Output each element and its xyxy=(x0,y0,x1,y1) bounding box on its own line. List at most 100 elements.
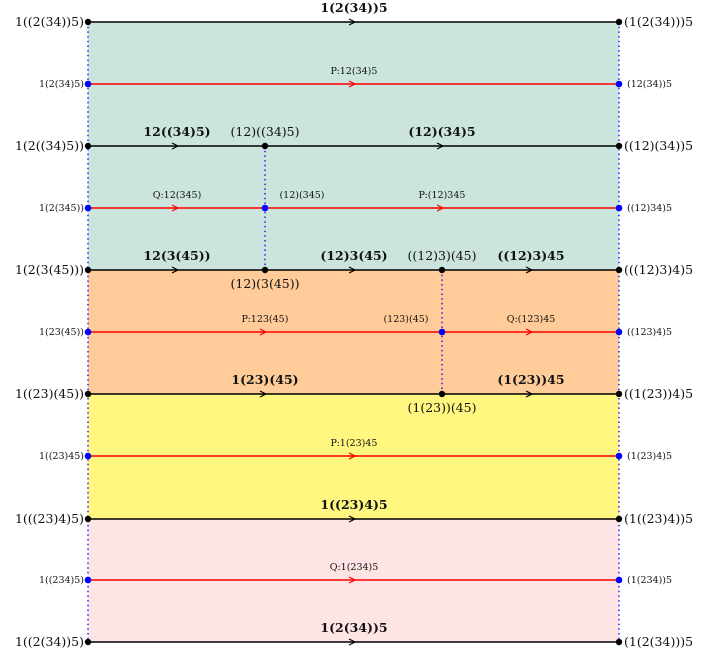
edge-rows: 1((2(34))5) (1(2(34)))5 1(2(34))5 1(2(34)5)… xyxy=(15,0,693,649)
left-vertex-label: 1((23)(45)) xyxy=(15,386,84,401)
edge-label: (12)3(45) xyxy=(320,248,387,263)
edge-label: 12(3(45)) xyxy=(143,248,210,263)
vertex-dot xyxy=(615,390,623,398)
edge-label: (1(23))45 xyxy=(497,372,564,387)
right-vertex-label: (1(234))5 xyxy=(627,575,672,586)
vertex-dot xyxy=(84,266,92,274)
left-vertex-label: 1((2(34))5) xyxy=(15,634,84,649)
vertex-dot xyxy=(84,328,92,336)
vertex-dot xyxy=(615,576,623,584)
edge-arrow xyxy=(348,266,357,274)
row-r1: 1(2(34)5) (12(34))5 P:12(34)5 xyxy=(39,66,672,90)
vertex-dot xyxy=(615,80,623,88)
row-r8: 1(((23)4)5) (1((23)4))5 1((23)4)5 xyxy=(15,497,693,526)
vertex-dot xyxy=(615,142,623,150)
vertex-dot xyxy=(438,328,446,336)
right-vertex-label: ((12)(34))5 xyxy=(624,138,693,153)
edge-label: (12)(34)5 xyxy=(408,124,475,139)
edge-arrow xyxy=(171,204,180,212)
edge-label: (12)((34)5) xyxy=(230,124,299,139)
edge-label: P:12(34)5 xyxy=(331,66,378,77)
edge-label: 1(23)(45) xyxy=(231,372,298,387)
left-vertex-label: 1(((23)4)5) xyxy=(15,511,84,526)
vertex-dot xyxy=(84,515,92,523)
left-vertex-label: 1(2(3(45))) xyxy=(15,262,84,277)
edge-arrow xyxy=(525,328,534,336)
vertex-dot xyxy=(615,638,623,646)
row-r7: 1((23)45) (1(23)4)5 P:1(23)45 xyxy=(39,438,672,462)
edge-arrow xyxy=(525,266,534,274)
edge-arrow xyxy=(348,80,357,88)
edge-label: ((12)3)45 xyxy=(497,248,564,263)
left-vertex-label: 1((2(34))5) xyxy=(15,14,84,29)
edge-label: (123)(45) xyxy=(383,314,428,325)
right-vertex-label: (1((23)4))5 xyxy=(624,511,693,526)
vertex-dot xyxy=(615,328,623,336)
edge-arrow xyxy=(171,266,180,274)
vertex-dot xyxy=(84,576,92,584)
vertex-dot xyxy=(84,142,92,150)
edge-label: ((12)3)(45) xyxy=(407,248,476,263)
edge-arrow xyxy=(348,638,357,646)
edge-label: Q:12(345) xyxy=(153,190,202,201)
edge-label: P:(12)345 xyxy=(419,190,466,201)
edge-label: 1(2(34))5 xyxy=(320,0,387,15)
vertex-dot xyxy=(438,266,446,274)
edge-arrow xyxy=(348,576,357,584)
row-r0: 1((2(34))5) (1(2(34)))5 1(2(34))5 xyxy=(15,0,693,29)
left-vertex-label: 1(2(34)5) xyxy=(39,79,84,90)
right-vertex-label: (((12)3)4)5 xyxy=(624,262,693,277)
vertex-dot xyxy=(84,638,92,646)
edge-arrow xyxy=(525,390,534,398)
vertex-dot xyxy=(261,142,269,150)
vertex-dot xyxy=(438,390,446,398)
vertex-dot xyxy=(84,390,92,398)
vertex-dot xyxy=(84,452,92,460)
edge-arrow xyxy=(348,18,357,26)
row-r9: 1((234)5) (1(234))5 Q:1(234)5 xyxy=(39,562,672,586)
right-vertex-label: ((1(23))4)5 xyxy=(624,386,693,401)
edge-label: (12)(345) xyxy=(279,190,324,201)
left-vertex-label: 1((23)45) xyxy=(39,451,84,462)
edge-label: Q:(123)45 xyxy=(507,314,556,325)
edge-label: 1((23)4)5 xyxy=(320,497,387,512)
right-vertex-label: ((12)34)5 xyxy=(627,203,672,214)
vertex-dot xyxy=(615,266,623,274)
edge-arrow xyxy=(348,452,357,460)
edge-label: (12)(3(45)) xyxy=(230,276,299,291)
left-vertex-label: 1(23(45)) xyxy=(39,327,84,338)
vertex-dot xyxy=(261,204,269,212)
right-vertex-label: (1(23)4)5 xyxy=(627,451,672,462)
edge-arrow xyxy=(259,390,268,398)
edge-label: Q:1(234)5 xyxy=(330,562,379,573)
row-r2: 1(2((34)5)) ((12)(34))5 12((34)5) (12)((34)… xyxy=(15,124,693,153)
right-vertex-label: (1(2(34)))5 xyxy=(624,634,693,649)
edge-arrow xyxy=(259,328,268,336)
right-vertex-label: (12(34))5 xyxy=(627,79,672,90)
row-r6: 1((23)(45)) ((1(23))4)5 1(23)(45) (1(23))(4… xyxy=(15,372,693,415)
edge-label: P:123(45) xyxy=(242,314,289,325)
row-r4: 1(2(3(45))) (((12)3)4)5 12(3(45)) (12)(3(45… xyxy=(15,248,693,291)
vertex-dot xyxy=(84,80,92,88)
vertex-dot xyxy=(84,18,92,26)
left-vertex-label: 1(2(345)) xyxy=(39,203,84,214)
vertex-dot xyxy=(84,204,92,212)
left-vertex-label: 1((234)5) xyxy=(39,575,84,586)
edge-label: 1(2(34))5 xyxy=(320,620,387,635)
vertex-dot xyxy=(615,18,623,26)
vertex-dot xyxy=(261,266,269,274)
edge-arrow xyxy=(436,142,445,150)
vertex-dot xyxy=(615,452,623,460)
vertex-dot xyxy=(615,515,623,523)
row-r5: 1(23(45)) ((123)4)5 P:123(45) (123)(45) Q:(1… xyxy=(39,314,672,338)
row-r10: 1((2(34))5) (1(2(34)))5 1(2(34))5 xyxy=(15,620,693,649)
edge-arrow xyxy=(436,204,445,212)
left-vertex-label: 1(2((34)5)) xyxy=(15,138,84,153)
right-vertex-label: (1(2(34)))5 xyxy=(624,14,693,29)
edge-arrow xyxy=(348,515,357,523)
edge-label: (1(23))(45) xyxy=(407,400,476,415)
row-r3: 1(2(345)) ((12)34)5 Q:12(345) (12)(345) P:(1… xyxy=(39,190,672,214)
edge-label: P:1(23)45 xyxy=(331,438,378,449)
